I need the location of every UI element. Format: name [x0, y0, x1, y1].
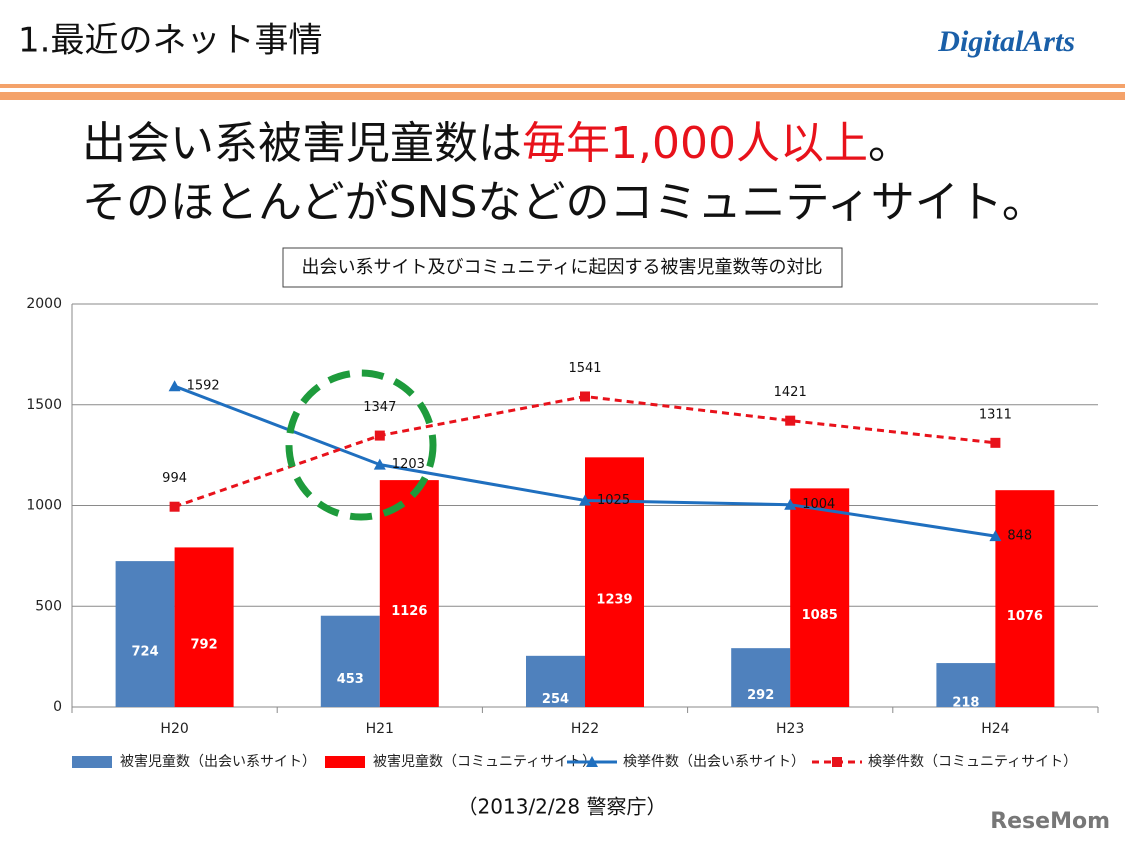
line-label: 1004 [802, 497, 835, 512]
legend-swatch [72, 756, 112, 768]
line-label: 848 [1007, 529, 1032, 544]
line-label: 1025 [597, 493, 630, 508]
legend-label: 被害児童数（コミュニティサイト） [373, 753, 596, 770]
bar [936, 663, 996, 707]
bar [320, 615, 380, 707]
headline-text: 出会い系被害児童数は [82, 118, 522, 169]
bar [585, 457, 644, 707]
x-tick-label: H21 [366, 721, 394, 737]
bar [526, 655, 585, 707]
header-rule [0, 84, 1125, 88]
x-tick-label: H20 [160, 721, 188, 737]
plot: 0 500 1000 1500 2000 H20 H21 H22 H23 H24 724 453 254… [26, 296, 1099, 770]
bar [115, 561, 175, 707]
bar [731, 648, 791, 707]
x-tick-label: H24 [981, 721, 1009, 737]
headline-highlight: 毎年1,000人以上 [522, 118, 868, 169]
bar-label: 1239 [596, 593, 632, 608]
bar-label: 1126 [391, 604, 427, 619]
legend-marker [586, 756, 598, 767]
marker [990, 437, 1001, 448]
y-tick-label: 2000 [26, 296, 62, 312]
line-label: 1541 [568, 361, 601, 376]
logo: DigitalArts [937, 25, 1075, 58]
slide-title: 1.最近のネット事情 [18, 21, 322, 61]
marker [579, 494, 591, 506]
bar-label: 792 [191, 638, 218, 653]
bar-label: 218 [952, 696, 979, 711]
marker [989, 530, 1002, 542]
headline-2: そのほとんどがSNSなどのコミュニティサイト。 [82, 177, 1046, 228]
line-label: 1203 [392, 457, 425, 472]
legend-marker [832, 757, 842, 767]
header-rule [0, 92, 1125, 100]
x-tick-label: H22 [571, 721, 599, 737]
bar [379, 480, 439, 707]
marker [374, 430, 385, 441]
bar-label: 292 [747, 688, 774, 703]
bar [995, 490, 1055, 707]
bar-label: 453 [337, 672, 364, 687]
y-tick-label: 1500 [26, 397, 62, 413]
chart-title: 出会い系サイト及びコミュニティに起因する被害児童数等の対比 [302, 257, 823, 278]
y-tick-label: 0 [53, 699, 62, 715]
marker [580, 391, 590, 402]
marker [169, 501, 180, 512]
line-label: 1592 [187, 379, 220, 394]
line-label: 994 [162, 471, 187, 486]
bar [790, 488, 850, 707]
bar-label: 1076 [1007, 609, 1043, 624]
chart-title-box [282, 247, 843, 288]
line-label: 1311 [979, 407, 1012, 422]
legend-label: 検挙件数（出会い系サイト） [623, 754, 805, 770]
bar-label: 254 [542, 692, 569, 707]
x-tick-label: H23 [776, 721, 804, 737]
bar-label: 1085 [802, 608, 838, 623]
marker [168, 380, 181, 392]
marker [373, 458, 386, 470]
headline-end: 。 [868, 118, 912, 169]
legend-swatch [325, 756, 365, 768]
legend-label: 被害児童数（出会い系サイト） [120, 753, 316, 770]
bar-label: 724 [132, 645, 159, 660]
y-tick-label: 500 [35, 598, 62, 614]
source: （2013/2/28 警察庁） [458, 795, 667, 819]
line-label: 1421 [774, 385, 807, 400]
bar [174, 547, 234, 707]
legend-label: 検挙件数（コミュニティサイト） [868, 754, 1077, 770]
watermark: ReseMom [990, 809, 1110, 834]
highlight-circle [285, 369, 437, 521]
marker [785, 415, 796, 426]
line-label: 1347 [363, 400, 396, 415]
marker [784, 498, 797, 510]
headline-1: 出会い系被害児童数は毎年1,000人以上。 [82, 118, 912, 169]
y-tick-label: 1000 [26, 498, 62, 514]
